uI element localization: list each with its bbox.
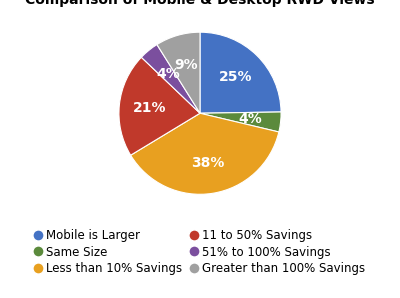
Text: 25%: 25% (218, 70, 252, 84)
Wedge shape (119, 57, 200, 155)
Text: 9%: 9% (174, 58, 198, 72)
Wedge shape (200, 112, 281, 132)
Text: 21%: 21% (133, 101, 167, 115)
Wedge shape (141, 45, 200, 113)
Text: 38%: 38% (191, 156, 224, 170)
Title: Comparison of Mobile & Desktop RWD Views: Comparison of Mobile & Desktop RWD Views (25, 0, 375, 7)
Wedge shape (157, 32, 200, 113)
Legend: Mobile is Larger, Same Size, Less than 10% Savings, 11 to 50% Savings, 51% to 10: Mobile is Larger, Same Size, Less than 1… (30, 224, 370, 280)
Wedge shape (200, 32, 281, 113)
Text: 4%: 4% (156, 67, 180, 81)
Text: 4%: 4% (238, 112, 262, 126)
Wedge shape (131, 113, 279, 194)
